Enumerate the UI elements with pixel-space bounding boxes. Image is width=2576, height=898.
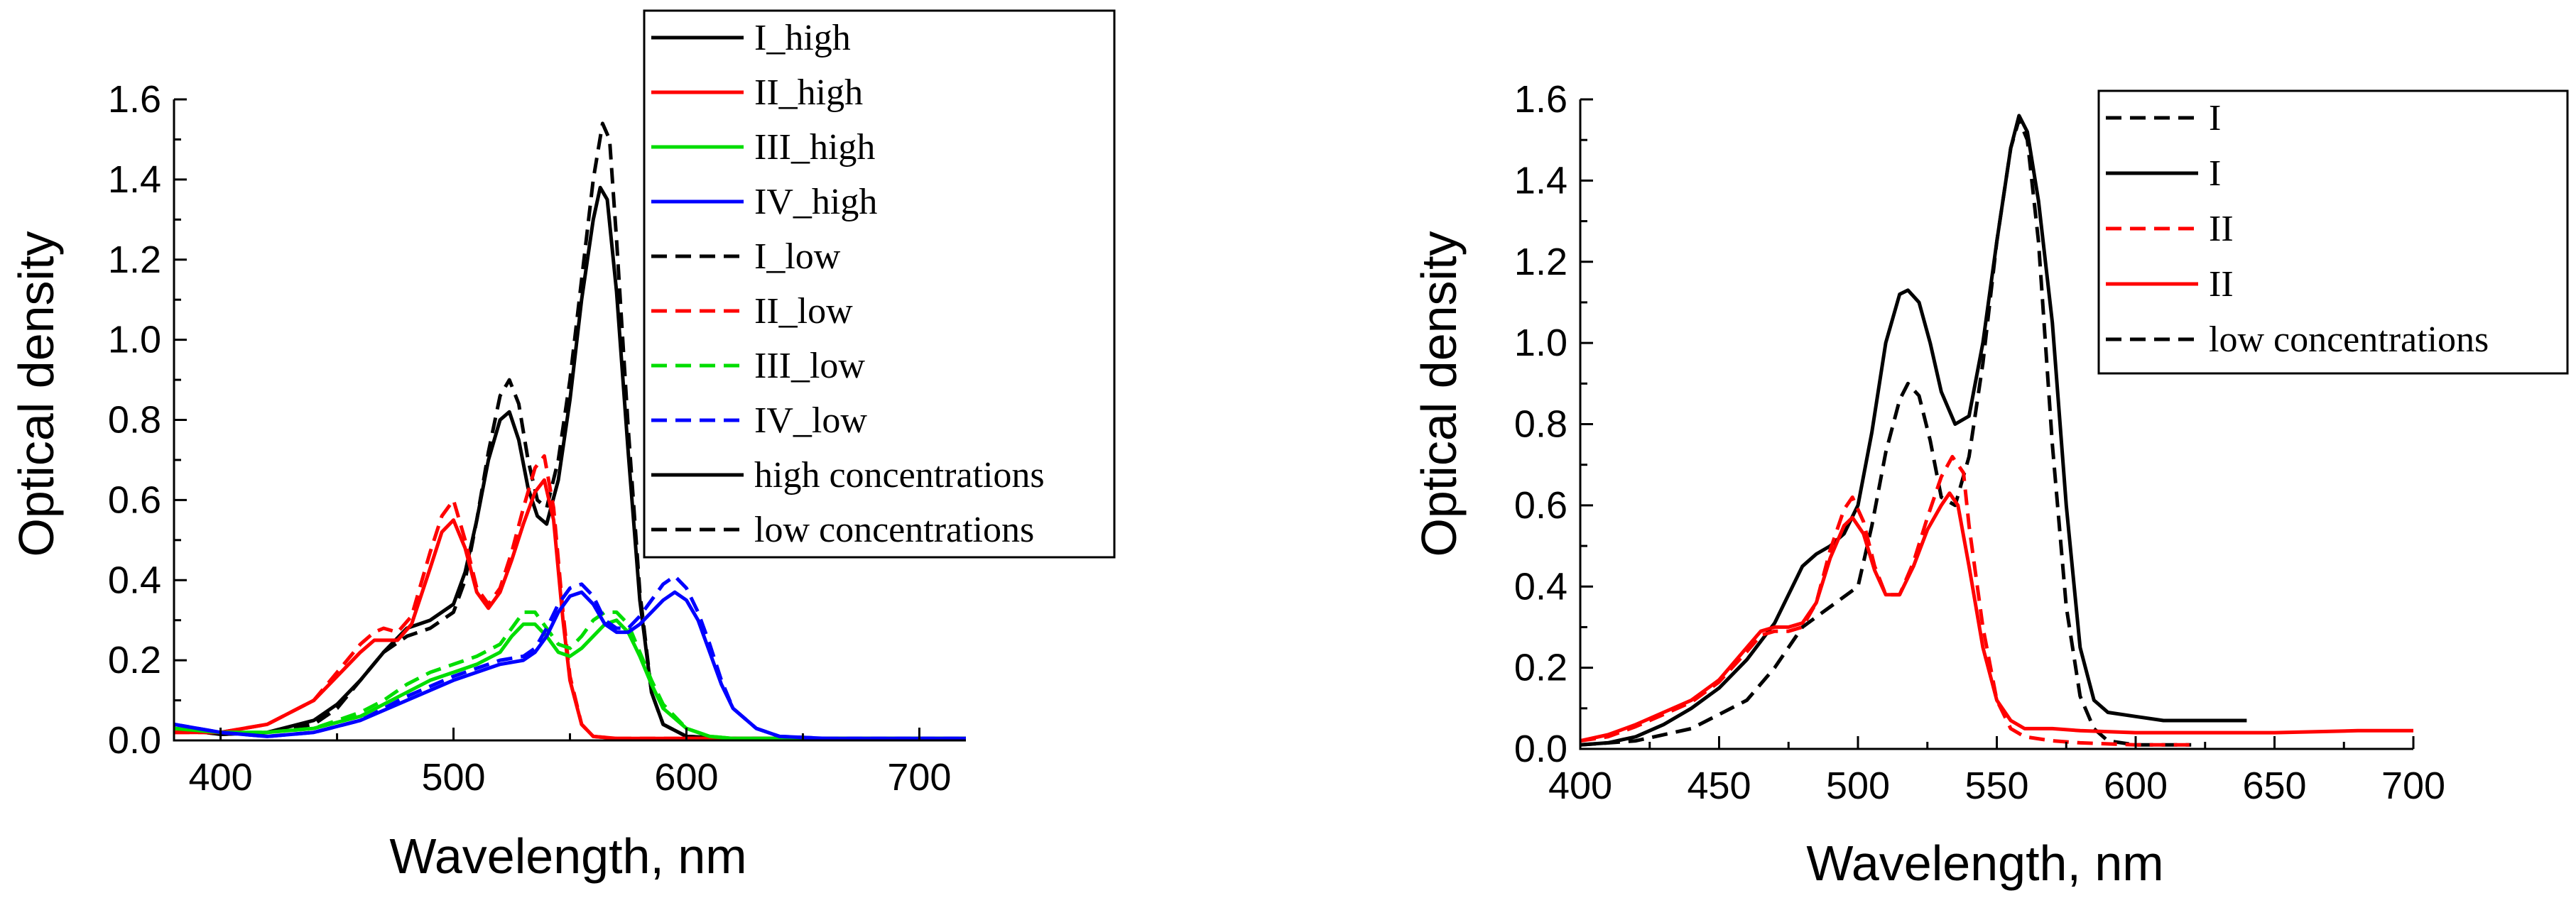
legend-label: II_low xyxy=(754,291,853,332)
y-tick-label: 1.2 xyxy=(1514,241,1567,283)
chart-right: 400 450 500 550 600 650 700 0.0 0.2 0.4 0.6 0.8 1.0 1… xyxy=(1411,78,2569,891)
y-tick-label: 0.2 xyxy=(1514,647,1567,689)
y-tick-label: 0.6 xyxy=(108,478,161,521)
legend-label: IV_low xyxy=(754,400,867,441)
x-tick-label: 500 xyxy=(421,756,485,799)
x-tick-label: 450 xyxy=(1687,765,1751,807)
series-line-ii-low xyxy=(174,454,966,740)
series-line-i-low xyxy=(174,121,966,740)
legend-box xyxy=(643,9,1116,559)
y-axis-label: Optical density xyxy=(9,231,64,557)
x-tick-label: 400 xyxy=(189,756,253,799)
x-tick-label: 600 xyxy=(654,756,718,799)
y-tick-label: 0.0 xyxy=(1514,728,1567,770)
y-tick-label: 1.0 xyxy=(108,319,161,361)
series-line-ii-solid xyxy=(1580,491,2413,743)
series-line-iii-low xyxy=(174,610,966,740)
y-tick-label: 0.8 xyxy=(1514,403,1567,446)
series-line-ii-dashed xyxy=(1580,454,2192,747)
legend-label: I_low xyxy=(754,236,841,277)
legend-label: II xyxy=(2209,209,2234,249)
x-tick-label: 600 xyxy=(2104,765,2168,807)
y-tick-label: 1.6 xyxy=(108,78,161,121)
legend-box xyxy=(2097,89,2569,375)
y-tick-label: 1.0 xyxy=(1514,322,1567,364)
legend-label: low concentrations xyxy=(2209,319,2489,360)
x-tick-label: 550 xyxy=(1964,765,2028,807)
y-tick-label: 1.6 xyxy=(1514,78,1567,121)
legend-label: low concentrations xyxy=(754,510,1034,550)
legend-label: I xyxy=(2209,153,2221,194)
legend-label: II_high xyxy=(754,72,863,113)
y-tick-label: 1.2 xyxy=(108,239,161,281)
series-line-i-solid xyxy=(1580,114,2247,747)
x-tick-label: 400 xyxy=(1548,765,1612,807)
x-tick-label: 700 xyxy=(2381,765,2445,807)
x-tick-label: 650 xyxy=(2242,765,2306,807)
legend-label: III_low xyxy=(754,346,865,386)
legend-label: IV_high xyxy=(754,182,877,222)
y-tick-label: 0.4 xyxy=(108,559,161,601)
legend-label: I_high xyxy=(754,18,851,58)
x-axis-label: Wavelength, nm xyxy=(1806,836,2163,891)
x-tick-label: 700 xyxy=(887,756,951,799)
series-line-iv-high xyxy=(174,590,966,740)
legend-label: II xyxy=(2209,264,2234,305)
y-axis-label: Optical density xyxy=(1411,231,1467,557)
legend-label: III_high xyxy=(754,127,875,168)
y-tick-label: 0.2 xyxy=(108,639,161,681)
y-tick-label: 0.0 xyxy=(108,719,161,762)
y-tick-label: 0.8 xyxy=(108,399,161,442)
y-tick-label: 0.6 xyxy=(1514,484,1567,527)
legend-label: high concentrations xyxy=(754,455,1045,495)
y-tick-label: 0.4 xyxy=(1514,565,1567,608)
x-axis-label: Wavelength, nm xyxy=(389,828,746,884)
y-tick-label: 1.4 xyxy=(1514,159,1567,202)
series-line-i-dashed xyxy=(1580,118,2192,747)
y-tick-label: 1.4 xyxy=(108,158,161,201)
chart-left: 400 500 600 7000.00.20.40.60.81.01.21.41.6 … xyxy=(9,9,1116,884)
legend-left: I_high II_high III_high IV_high I_low II_low I… xyxy=(643,9,1116,559)
x-tick-label: 500 xyxy=(1826,765,1890,807)
legend-label: I xyxy=(2209,98,2221,138)
